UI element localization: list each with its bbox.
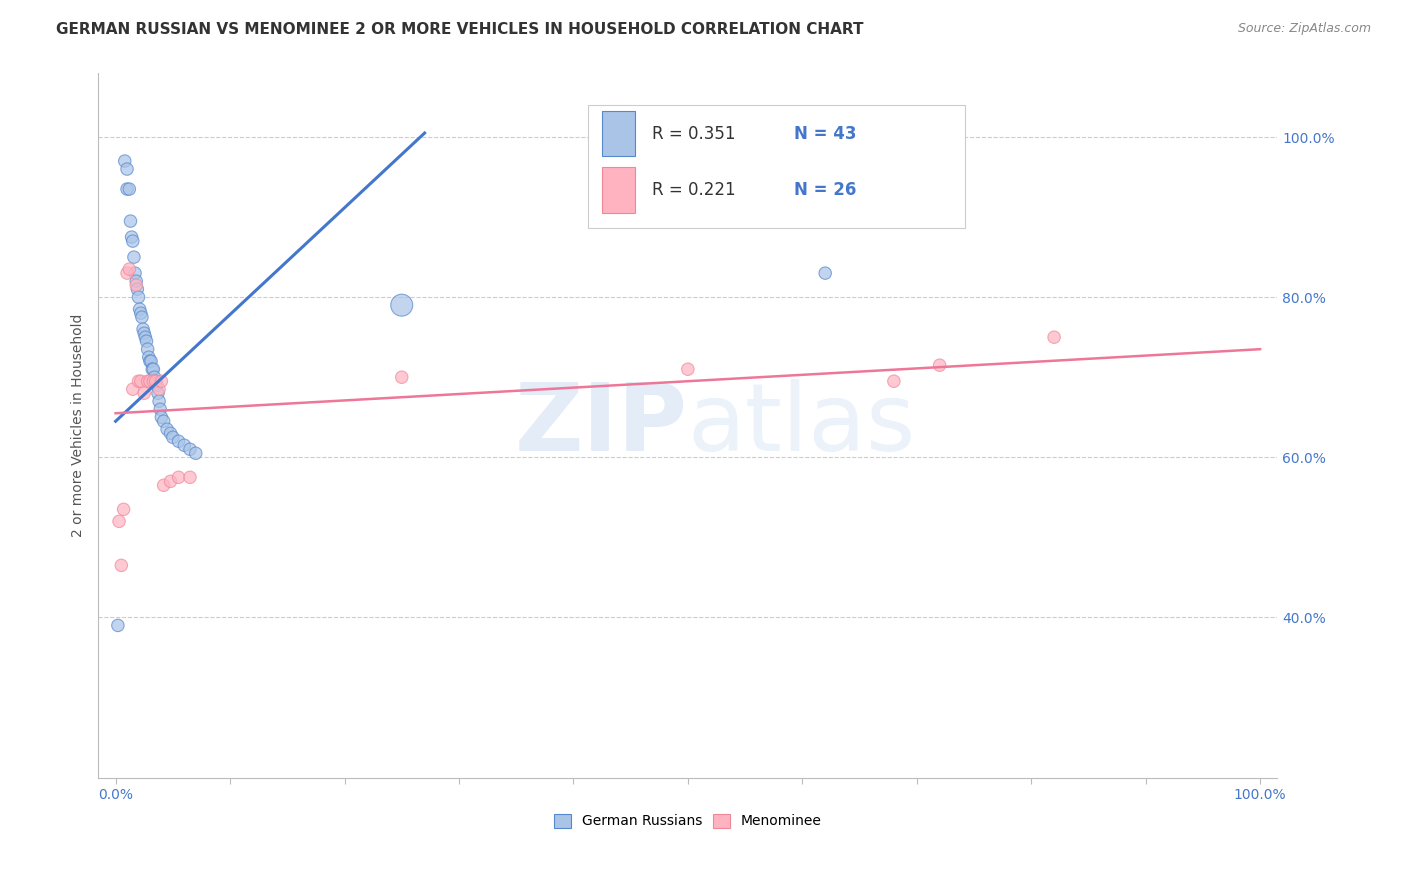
Point (128, 290, 150, 304)
Y-axis label: 2 or more Vehicles in Household: 2 or more Vehicles in Household (72, 314, 86, 537)
Point (167, 470, 190, 484)
Point (159, 475, 181, 489)
Point (152, 414, 174, 428)
Point (125, 278, 148, 293)
Point (115, 266, 138, 280)
Point (121, 382, 143, 396)
Point (148, 394, 170, 409)
Point (129, 306, 152, 320)
Point (883, 374, 905, 388)
Point (115, 182, 138, 196)
Point (141, 362, 163, 376)
Legend: German Russians, Menominee: German Russians, Menominee (548, 808, 827, 834)
Point (814, 266, 837, 280)
Point (131, 310, 153, 325)
Point (142, 362, 165, 376)
Point (173, 438, 195, 452)
Point (121, 230, 143, 244)
Text: N = 43: N = 43 (794, 125, 856, 143)
Point (146, 386, 169, 401)
Point (112, 502, 135, 516)
Text: N = 26: N = 26 (794, 181, 856, 199)
Point (167, 434, 190, 449)
FancyBboxPatch shape (602, 168, 634, 213)
Point (1043, 330, 1066, 344)
Point (156, 422, 179, 436)
Point (136, 374, 159, 388)
Point (118, 182, 141, 196)
Point (125, 274, 148, 288)
Point (145, 374, 167, 388)
Point (129, 374, 152, 388)
Point (118, 262, 141, 277)
Point (184, 446, 207, 460)
Point (110, 558, 132, 573)
Point (179, 442, 201, 457)
Point (121, 234, 143, 248)
Point (124, 266, 146, 280)
Point (148, 382, 170, 396)
Point (127, 282, 149, 296)
Point (142, 374, 165, 388)
Point (138, 350, 160, 364)
Point (676, 362, 699, 376)
Point (136, 342, 159, 356)
Point (149, 402, 172, 417)
Point (107, 618, 129, 632)
Point (179, 470, 201, 484)
Point (115, 162, 138, 177)
Point (159, 426, 181, 441)
Point (150, 410, 173, 425)
Point (391, 298, 413, 312)
Text: GERMAN RUSSIAN VS MENOMINEE 2 OR MORE VEHICLES IN HOUSEHOLD CORRELATION CHART: GERMAN RUSSIAN VS MENOMINEE 2 OR MORE VE… (56, 22, 863, 37)
Text: R = 0.351: R = 0.351 (652, 125, 735, 143)
Point (152, 478, 174, 492)
Point (132, 322, 155, 336)
Point (128, 374, 150, 388)
Point (135, 334, 157, 348)
Point (108, 514, 131, 528)
Point (114, 154, 136, 169)
Point (139, 354, 162, 368)
Text: atlas: atlas (688, 379, 917, 471)
FancyBboxPatch shape (588, 104, 965, 228)
Point (145, 374, 167, 388)
Point (128, 302, 150, 317)
Point (928, 358, 950, 372)
Point (146, 378, 169, 392)
Point (150, 374, 173, 388)
Point (134, 386, 156, 401)
Point (120, 214, 142, 228)
Point (139, 374, 162, 388)
Point (134, 326, 156, 341)
Point (391, 370, 413, 384)
Text: Source: ZipAtlas.com: Source: ZipAtlas.com (1237, 22, 1371, 36)
FancyBboxPatch shape (602, 111, 634, 156)
Point (139, 354, 162, 368)
Text: ZIP: ZIP (515, 379, 688, 471)
Point (143, 370, 166, 384)
Point (122, 250, 145, 264)
Point (162, 430, 184, 444)
Text: R = 0.221: R = 0.221 (652, 181, 737, 199)
Point (134, 330, 156, 344)
